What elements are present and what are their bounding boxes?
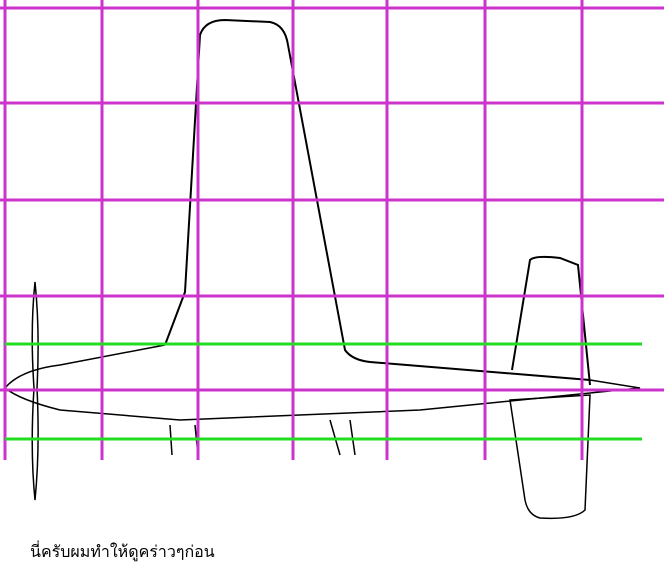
magenta-grid [0, 0, 664, 460]
rudder-outline [509, 394, 591, 520]
wing-outline [164, 18, 591, 381]
caption: นี่ครับผมทำให้ดูคร่าวๆก่อน [30, 542, 215, 561]
aircraft-drawing [4, 18, 641, 520]
fuselage-outline [4, 344, 641, 421]
tail-fin-outline [511, 255, 591, 386]
green-guides [5, 342, 642, 441]
propeller [31, 281, 39, 501]
